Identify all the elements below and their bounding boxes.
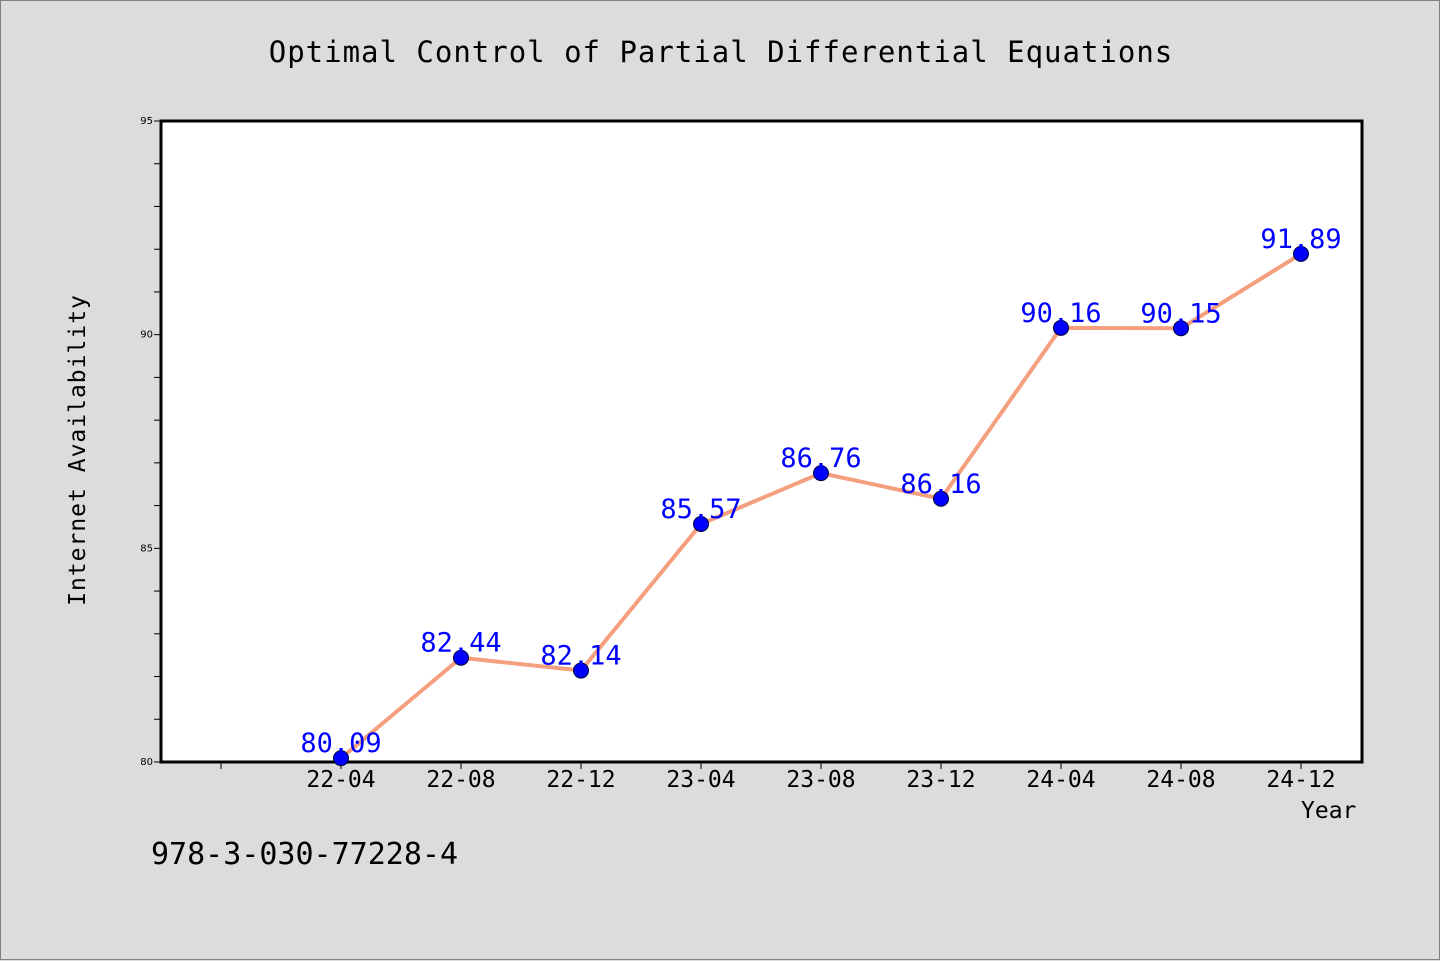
x-tick-label: 23-08 (786, 767, 855, 793)
x-tick-label: 23-12 (906, 767, 975, 793)
x-tick-label: 24-04 (1026, 767, 1095, 793)
y-tick-label: 95 (140, 116, 153, 127)
data-point (813, 465, 829, 482)
data-label: 90.15 (1140, 298, 1221, 329)
data-label: 90.16 (1020, 298, 1101, 329)
data-point (933, 490, 949, 507)
data-point (453, 649, 469, 666)
data-label: 86.76 (780, 443, 861, 474)
data-label: 85.57 (660, 494, 741, 525)
series-layer (333, 245, 1309, 767)
data-point (1173, 320, 1189, 337)
data-point (1293, 245, 1309, 262)
y-axis-ticks: 80 85 90 95 (140, 116, 160, 768)
x-axis-label: Year (1301, 798, 1357, 824)
x-tick-label: 22-04 (306, 767, 375, 793)
x-tick-label: 24-12 (1266, 767, 1335, 793)
x-tick-label: 23-04 (666, 767, 735, 793)
x-tick-label: 24-08 (1146, 767, 1215, 793)
y-tick-label: 90 (140, 330, 153, 341)
y-axis-label: Internet Availability (65, 294, 91, 606)
y-tick-label: 80 (140, 757, 153, 768)
x-tick-label: 22-08 (426, 767, 495, 793)
chart-title: Optimal Control of Partial Differential … (268, 35, 1174, 69)
y-tick-label: 85 (140, 543, 153, 554)
data-label: 86.16 (900, 469, 981, 500)
data-label: 80.09 (300, 728, 381, 759)
x-axis-ticks: 22-04 22-08 22-12 23-04 23-08 23-12 24-04 24-08… (220, 762, 1336, 793)
data-label-layer: 80.09 82.44 82.14 85.57 86.76 86.16 90.16 90.15… (300, 224, 1341, 759)
data-label: 82.44 (420, 628, 501, 659)
data-point (333, 750, 349, 767)
footer-code: 978-3-030-77228-4 (151, 837, 459, 872)
data-label: 82.14 (540, 641, 621, 672)
x-tick-label: 22-12 (546, 767, 615, 793)
data-point (573, 662, 589, 679)
data-label: 91.89 (1260, 224, 1341, 255)
data-point (693, 515, 709, 532)
data-point (1053, 319, 1069, 336)
plot-area (159, 119, 1364, 764)
